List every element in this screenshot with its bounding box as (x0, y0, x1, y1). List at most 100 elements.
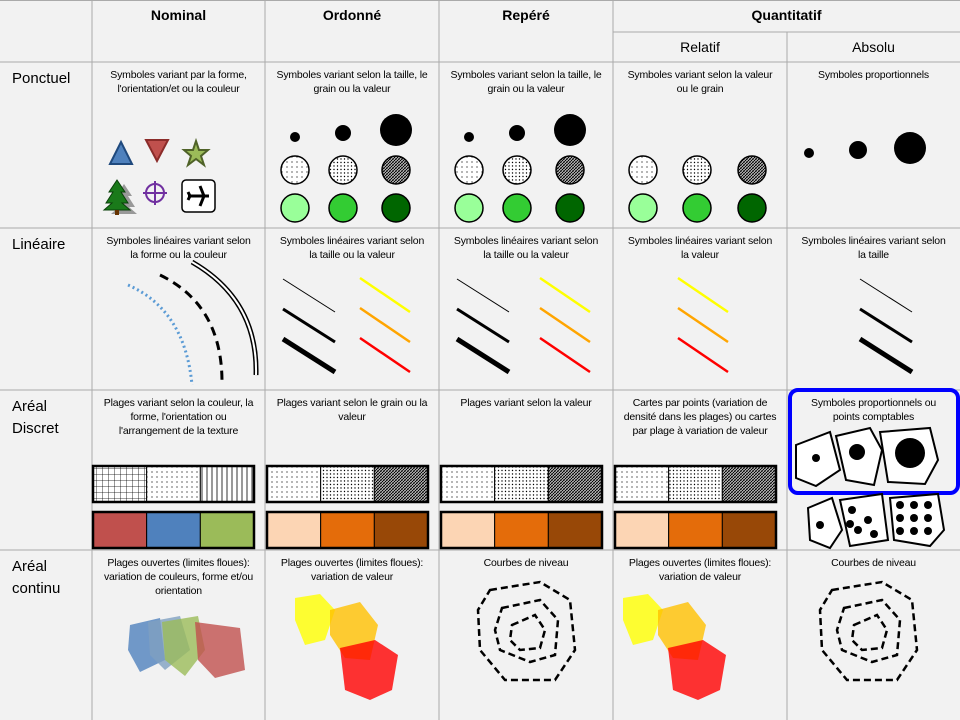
value-circle (328, 193, 358, 223)
color-swatch (146, 511, 201, 549)
cell-text: Plages ouvertes (limites floues): variat… (628, 557, 772, 583)
color-swatch (199, 511, 255, 549)
cell-text: Plages ouvertes (limites floues): variat… (103, 557, 254, 597)
cell-text: Symboles variant selon la valeur ou le g… (627, 69, 773, 95)
cell-text: Symboles variant selon la taille, le gra… (276, 69, 428, 95)
line-symbol (456, 278, 510, 313)
line-symbol (359, 336, 411, 374)
contour (835, 598, 902, 664)
band-border (265, 510, 430, 550)
value-swatch (266, 511, 322, 549)
line-symbol (539, 276, 591, 314)
dot (864, 516, 872, 524)
grain-swatch (266, 465, 322, 503)
blob (295, 594, 335, 645)
dot (335, 125, 351, 141)
grain-swatch (721, 465, 777, 503)
dot (849, 141, 867, 159)
value-swatch (547, 511, 603, 549)
row-header: Linéaire (12, 236, 66, 253)
grain-swatch (320, 465, 375, 503)
line-symbol (859, 278, 913, 313)
dot (910, 501, 918, 509)
column-header: Nominal (150, 7, 207, 23)
contour (850, 613, 889, 652)
dot (846, 520, 854, 528)
value-circle (628, 193, 658, 223)
line-dotted (127, 283, 194, 386)
column-header: Ordonné (322, 7, 382, 23)
band-border (613, 510, 778, 550)
value-swatch (668, 511, 723, 549)
band-border (613, 464, 778, 504)
line-symbol (456, 307, 510, 344)
dot (848, 506, 856, 514)
grain-circle (502, 155, 532, 185)
column-header: Relatif (680, 39, 720, 55)
dot (854, 526, 862, 534)
value-circle (737, 193, 767, 223)
value-swatch (373, 511, 429, 549)
dot (896, 527, 904, 535)
grain-circle (555, 155, 585, 185)
dot (896, 514, 904, 522)
texture-swatch (199, 465, 255, 503)
value-circle (280, 193, 310, 223)
cell-text: Symboles proportionnels ou points compta… (811, 397, 936, 423)
line-symbol (359, 306, 411, 344)
value-circle (454, 193, 484, 223)
grain-swatch (614, 465, 670, 503)
dot (924, 527, 932, 535)
dot (290, 132, 300, 142)
dot (910, 514, 918, 522)
value-circle (555, 193, 585, 223)
blob (195, 622, 245, 678)
color-swatch (92, 511, 148, 549)
grain-swatch (373, 465, 429, 503)
triangle-down (144, 139, 170, 164)
column-header: Quantitatif (751, 7, 822, 23)
line-symbol (539, 336, 591, 374)
line-symbol (859, 307, 913, 344)
dot (895, 438, 925, 468)
dot (804, 148, 814, 158)
dot (464, 132, 474, 142)
blob (623, 594, 663, 645)
line-symbol (539, 306, 591, 344)
line-symbol (455, 336, 511, 375)
row-header: Aréal Discret (12, 398, 59, 437)
value-swatch (614, 511, 670, 549)
dot (924, 501, 932, 509)
column-header: Absolu (852, 39, 895, 55)
dot (924, 514, 932, 522)
row-header: Ponctuel (12, 70, 71, 87)
grain-circle (381, 155, 411, 185)
cell-text: Cartes par points (variation de densité … (623, 397, 777, 437)
band-border (91, 510, 256, 550)
grain-circle (682, 155, 712, 185)
cell-text: Courbes de niveau (831, 557, 916, 569)
value-circle (381, 193, 411, 223)
value-swatch (721, 511, 777, 549)
value-swatch (494, 511, 549, 549)
line-double (191, 261, 258, 376)
dot (849, 444, 865, 460)
contour (508, 613, 547, 652)
dot (894, 132, 926, 164)
line-symbol (677, 276, 729, 314)
cell-text: Plages ouvertes (limites floues): variat… (280, 557, 424, 583)
cell-text: Symboles linéaires variant selon la form… (106, 235, 251, 261)
grain-swatch (494, 465, 549, 503)
line-symbol (677, 306, 729, 344)
dot (554, 114, 586, 146)
contour (818, 580, 919, 682)
grain-circle (328, 155, 358, 185)
grain-circle (454, 155, 484, 185)
line-symbol (359, 276, 411, 314)
cell-text: Symboles variant selon la taille, le gra… (450, 69, 602, 95)
grain-circle (280, 155, 310, 185)
column-header: Repéré (502, 7, 550, 23)
value-circle (682, 193, 712, 223)
